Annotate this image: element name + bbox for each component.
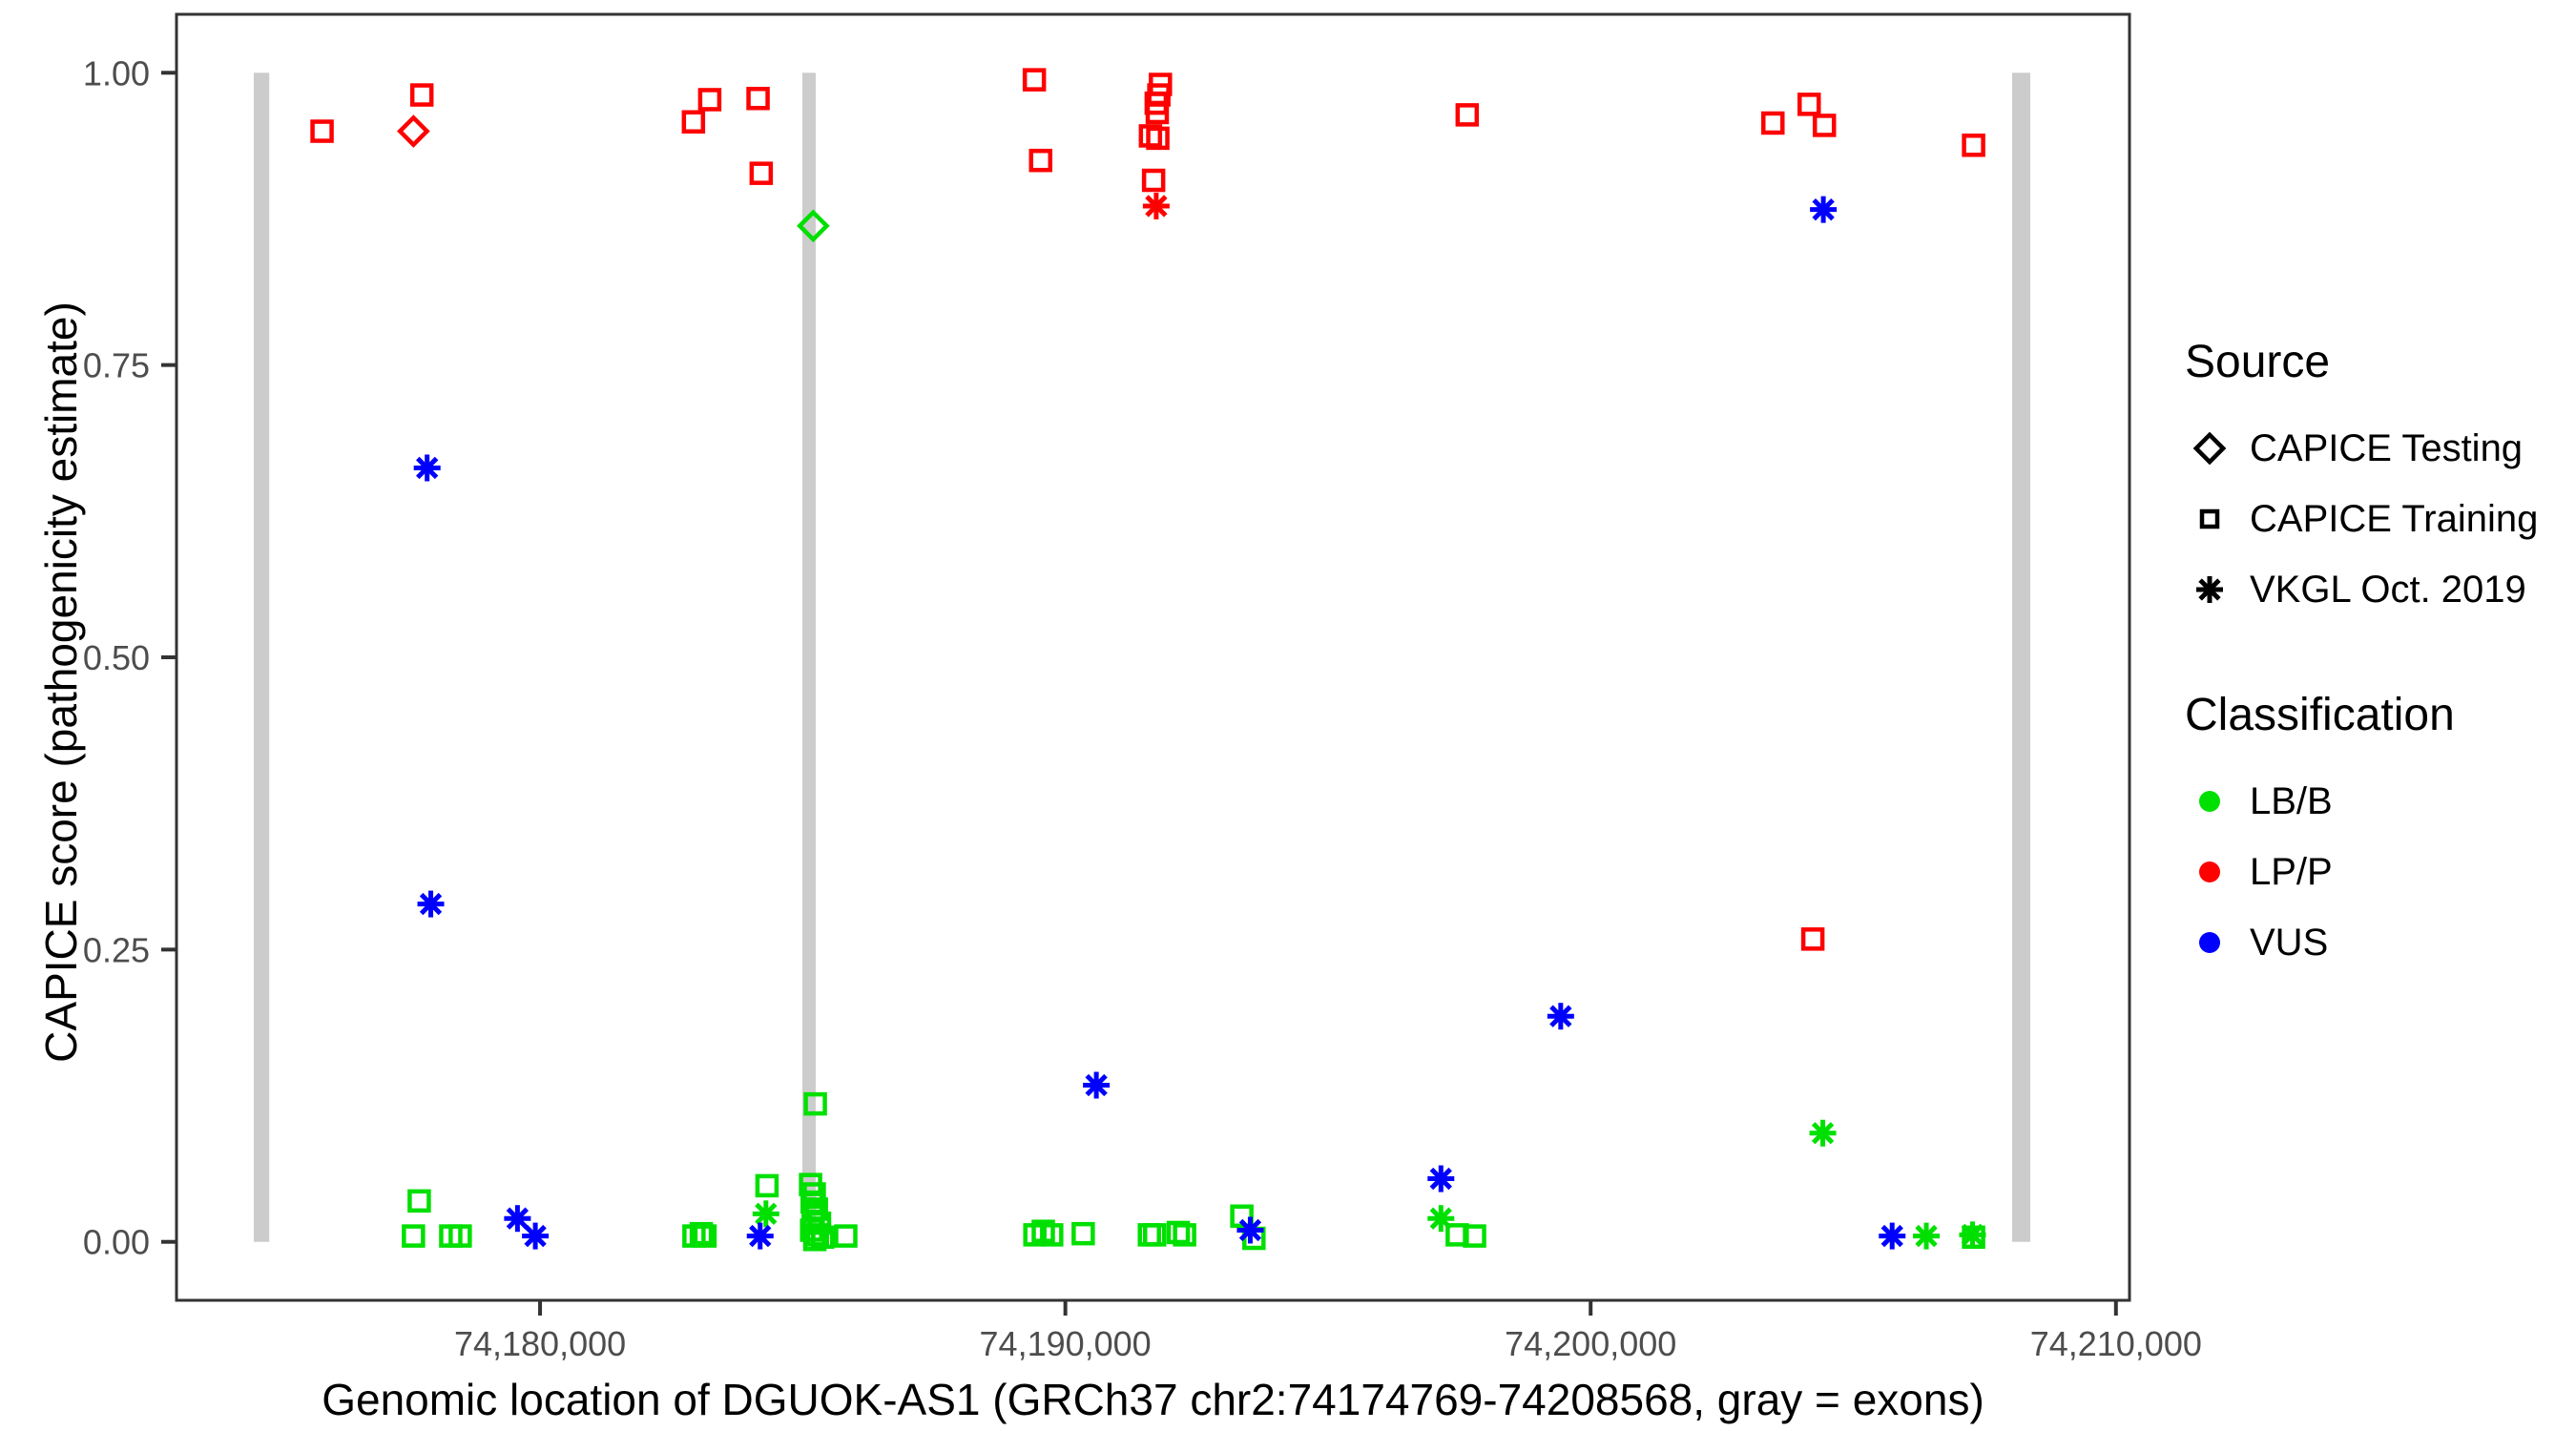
y-tick-label: 0.75 bbox=[83, 346, 150, 385]
data-point-square bbox=[689, 1221, 714, 1246]
data-point-square bbox=[409, 83, 434, 107]
data-point-square bbox=[1230, 1204, 1254, 1229]
data-point-asterisk bbox=[1142, 192, 1170, 219]
data-point-square bbox=[1040, 1223, 1064, 1247]
y-tick-label: 1.00 bbox=[83, 53, 150, 93]
data-point-diamond bbox=[797, 209, 830, 243]
data-point-asterisk bbox=[1236, 1216, 1264, 1244]
plot-panel bbox=[175, 12, 2131, 1302]
data-point-square bbox=[1173, 1223, 1196, 1247]
y-tick-label: 0.00 bbox=[83, 1223, 150, 1262]
data-point-diamond bbox=[397, 114, 430, 148]
asterisk-icon bbox=[2196, 576, 2223, 603]
y-axis-title: CAPICE score (pathogenicity estimate) bbox=[36, 301, 86, 1063]
legend-source-title: Source bbox=[2185, 337, 2331, 387]
data-point-square bbox=[1022, 68, 1047, 92]
legend-item-label: LP/P bbox=[2250, 850, 2333, 893]
data-point-square bbox=[811, 1225, 835, 1250]
data-point-square bbox=[1166, 1220, 1191, 1245]
data-point-square bbox=[805, 1223, 830, 1247]
data-point-square bbox=[448, 1224, 472, 1248]
data-point-square bbox=[2199, 508, 2220, 529]
data-point-asterisk bbox=[417, 890, 445, 918]
data-point-square bbox=[402, 1224, 426, 1248]
legend-item-label: CAPICE Testing bbox=[2250, 426, 2524, 469]
data-point-asterisk bbox=[1427, 1205, 1455, 1233]
data-point-square bbox=[1800, 927, 1825, 951]
x-tick-label: 74,190,000 bbox=[980, 1324, 1152, 1363]
data-point-square bbox=[1962, 134, 1985, 157]
legend-item-source-1: CAPICE Training bbox=[2185, 484, 2576, 554]
data-point-square bbox=[310, 119, 334, 143]
data-point-square bbox=[749, 161, 774, 185]
legend-classification: Classification LB/B LP/P VUS bbox=[2185, 689, 2576, 978]
data-point-square bbox=[1028, 148, 1053, 173]
legend-item-classification-0: LB/B bbox=[2185, 766, 2576, 837]
data-point-asterisk bbox=[1427, 1165, 1455, 1192]
data-point-square bbox=[1071, 1221, 1095, 1246]
data-point-asterisk bbox=[1959, 1221, 1986, 1249]
legend-classification-title: Classification bbox=[2185, 690, 2455, 740]
data-point-square bbox=[803, 1091, 827, 1116]
y-tick-label: 0.50 bbox=[83, 638, 150, 677]
data-point-asterisk bbox=[2196, 576, 2223, 603]
data-point-asterisk bbox=[1083, 1071, 1111, 1099]
legend-item-label: LB/B bbox=[2250, 779, 2333, 822]
legend-source: Source CAPICE Testing CAPICE Training VKGL… bbox=[2185, 336, 2576, 625]
data-point-asterisk bbox=[504, 1205, 531, 1233]
legend-item-label: VKGL Oct. 2019 bbox=[2250, 568, 2526, 611]
data-point-square bbox=[1142, 1223, 1167, 1247]
data-point-asterisk bbox=[1547, 1003, 1574, 1030]
data-point-square bbox=[697, 88, 722, 112]
legend-item-label: VUS bbox=[2250, 921, 2329, 964]
legend-item-source-0: CAPICE Testing bbox=[2185, 413, 2576, 484]
x-tick-label: 74,180,000 bbox=[454, 1324, 626, 1363]
data-point-asterisk bbox=[1913, 1222, 1941, 1250]
data-point-square bbox=[1145, 100, 1170, 125]
x-tick-label: 74,200,000 bbox=[1505, 1324, 1676, 1363]
data-point-asterisk bbox=[752, 1200, 779, 1228]
legend-item-source-2: VKGL Oct. 2019 bbox=[2185, 554, 2576, 625]
data-point-square bbox=[1455, 103, 1480, 127]
data-point-square bbox=[1138, 124, 1163, 148]
exon-bar bbox=[801, 73, 816, 1242]
x-axis-title: Genomic location of DGUOK-AS1 (GRCh37 ch… bbox=[322, 1375, 1984, 1424]
diamond-icon bbox=[2192, 431, 2227, 466]
data-point-square bbox=[1141, 168, 1166, 193]
data-point-asterisk bbox=[746, 1222, 774, 1250]
legend-item-label: CAPICE Training bbox=[2250, 497, 2539, 540]
data-point-square bbox=[1146, 126, 1170, 151]
legend-item-classification-2: VUS bbox=[2185, 907, 2576, 978]
x-tick-label: 74,210,000 bbox=[2030, 1324, 2202, 1363]
color-dot-icon bbox=[2199, 861, 2220, 882]
data-point-square bbox=[1761, 111, 1785, 135]
exon-bar bbox=[2012, 73, 2030, 1242]
legend-item-classification-1: LP/P bbox=[2185, 837, 2576, 907]
data-point-asterisk bbox=[1810, 196, 1838, 223]
exon-bar bbox=[253, 73, 270, 1242]
data-point-asterisk bbox=[1879, 1222, 1906, 1250]
data-point-square bbox=[834, 1224, 858, 1248]
data-point-square bbox=[1812, 114, 1837, 137]
data-point-square bbox=[755, 1173, 779, 1198]
data-point-asterisk bbox=[522, 1222, 550, 1250]
data-point-square bbox=[407, 1189, 431, 1213]
data-point-square bbox=[681, 110, 706, 134]
y-tick-label: 0.25 bbox=[83, 930, 150, 969]
data-point-asterisk bbox=[413, 454, 441, 482]
data-point-square bbox=[693, 1224, 717, 1248]
color-dot-icon bbox=[2199, 791, 2220, 812]
data-point-square bbox=[746, 86, 770, 111]
data-point-diamond bbox=[2192, 431, 2227, 466]
data-point-square bbox=[1463, 1224, 1486, 1248]
data-point-asterisk bbox=[1809, 1119, 1837, 1147]
data-point-square bbox=[1797, 93, 1821, 116]
color-dot-icon bbox=[2199, 932, 2220, 953]
square-icon bbox=[2199, 508, 2220, 529]
